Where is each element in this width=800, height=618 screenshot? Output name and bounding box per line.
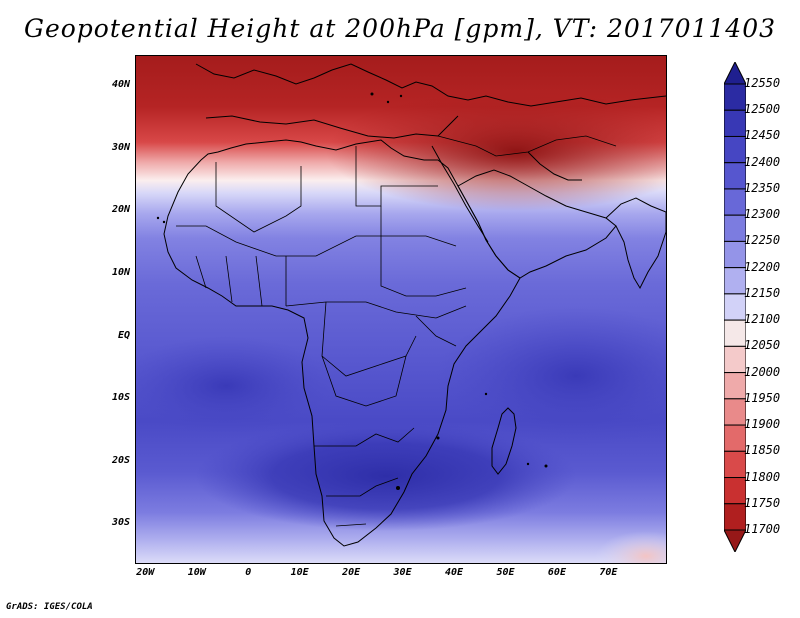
persian-gulf-coastline xyxy=(527,151,582,181)
colorbar-box xyxy=(724,109,746,137)
colorbar-level-label: 12200 xyxy=(744,259,781,274)
border-west-africa xyxy=(195,255,287,307)
colorbar-box xyxy=(724,424,746,452)
colorbar-level-label: 11950 xyxy=(744,390,781,405)
border-southern-africa xyxy=(314,427,415,527)
colorbar-level-label: 12350 xyxy=(744,180,781,195)
madagascar-coastline xyxy=(491,407,517,475)
colorbar-box xyxy=(724,162,746,190)
colorbar-box xyxy=(724,503,746,531)
islands xyxy=(156,92,548,490)
colorbar-box xyxy=(724,293,746,321)
low-height-area-atlantic xyxy=(136,336,336,436)
colorbar-box xyxy=(724,319,746,347)
lon-tick-label: 60E xyxy=(547,567,566,578)
lon-tick-label: 50E xyxy=(496,567,515,578)
colorbar-bottom-triangle xyxy=(724,529,746,552)
lat-tick-label: 10S xyxy=(111,392,130,404)
colorbar-level-label: 12500 xyxy=(744,102,781,117)
country-borders xyxy=(176,135,617,527)
map-panel xyxy=(135,55,667,564)
grads-credit: GrADS: IGES/COLA xyxy=(6,602,93,612)
colorbar-level-label: 12550 xyxy=(744,76,781,90)
colorbar-level-label: 12050 xyxy=(744,338,781,353)
colorbar-level-label: 12300 xyxy=(744,207,781,222)
colorbar-level-label: 11900 xyxy=(744,417,781,432)
colorbar-box xyxy=(724,240,746,269)
colorbar-level-label: 12250 xyxy=(744,233,781,248)
border-middle-east xyxy=(437,135,617,157)
lat-tick-label: 10N xyxy=(111,267,130,279)
lat-tick-label: 30S xyxy=(111,517,130,529)
border-drc xyxy=(321,335,417,407)
lat-tick-label: 30N xyxy=(111,141,130,153)
border-sahel xyxy=(176,225,457,257)
lon-tick-label: 70E xyxy=(599,567,618,578)
arabia-coastline xyxy=(457,169,617,279)
colorbar-box xyxy=(724,267,746,295)
colorbar-box xyxy=(724,477,746,505)
red-sea-coastline xyxy=(431,145,489,243)
pink-area-southeast xyxy=(596,531,666,563)
colorbar-box xyxy=(724,135,746,164)
colorbar-box xyxy=(724,214,746,242)
colorbar-level-label: 12000 xyxy=(744,364,781,379)
india-coastline xyxy=(605,197,666,290)
colorbar-box xyxy=(724,398,746,426)
lat-tick-label: 20S xyxy=(111,454,130,466)
border-sudan xyxy=(380,206,467,297)
colorbar-top-triangle xyxy=(724,62,746,85)
colorbar-level-label: 12400 xyxy=(744,154,781,169)
colorbar-box xyxy=(724,450,746,479)
colorbar-level-label: 12150 xyxy=(744,285,781,300)
lon-tick-label: 20W xyxy=(136,567,155,578)
colorbar-box xyxy=(724,83,746,111)
lon-tick-label: 0 xyxy=(245,567,252,578)
border-algeria xyxy=(215,162,302,233)
border-central-africa xyxy=(285,301,437,377)
colorbar-box xyxy=(724,372,746,400)
lon-tick-label: 10E xyxy=(290,567,309,578)
lon-tick-label: 30E xyxy=(393,567,412,578)
colorbar-level-label: 12450 xyxy=(744,128,781,143)
africa-coastline xyxy=(163,139,521,547)
coastlines xyxy=(163,63,666,547)
colorbar-level-label: 12100 xyxy=(744,312,781,327)
colorbar-boxes xyxy=(724,62,746,552)
mediterranean-south-shore xyxy=(205,115,459,139)
europe-coastline xyxy=(195,63,666,107)
colorbar-level-label: 11800 xyxy=(744,469,781,484)
high-height-area xyxy=(326,91,666,211)
low-height-area-indian-ocean xyxy=(436,306,666,446)
low-height-area-south xyxy=(196,421,576,531)
geopotential-field-map xyxy=(136,56,666,563)
lon-tick-label: 20E xyxy=(342,567,361,578)
colorbar-level-label: 11850 xyxy=(744,443,781,458)
lon-tick-label: 40E xyxy=(444,567,464,578)
lon-tick-label: 10W xyxy=(187,567,206,578)
lat-tick-label: EQ xyxy=(117,329,130,341)
colorbar xyxy=(724,62,746,552)
chart-title: Geopotential Height at 200hPa [gpm], VT:… xyxy=(23,14,777,43)
border-east-africa xyxy=(415,305,467,347)
colorbar-level-label: 11700 xyxy=(744,522,781,536)
colorbar-level-label: 11750 xyxy=(744,495,781,510)
lat-tick-label: 40N xyxy=(111,79,130,91)
colorbar-box xyxy=(724,188,746,216)
colorbar-box xyxy=(724,345,746,374)
lat-tick-label: 20N xyxy=(111,204,130,216)
